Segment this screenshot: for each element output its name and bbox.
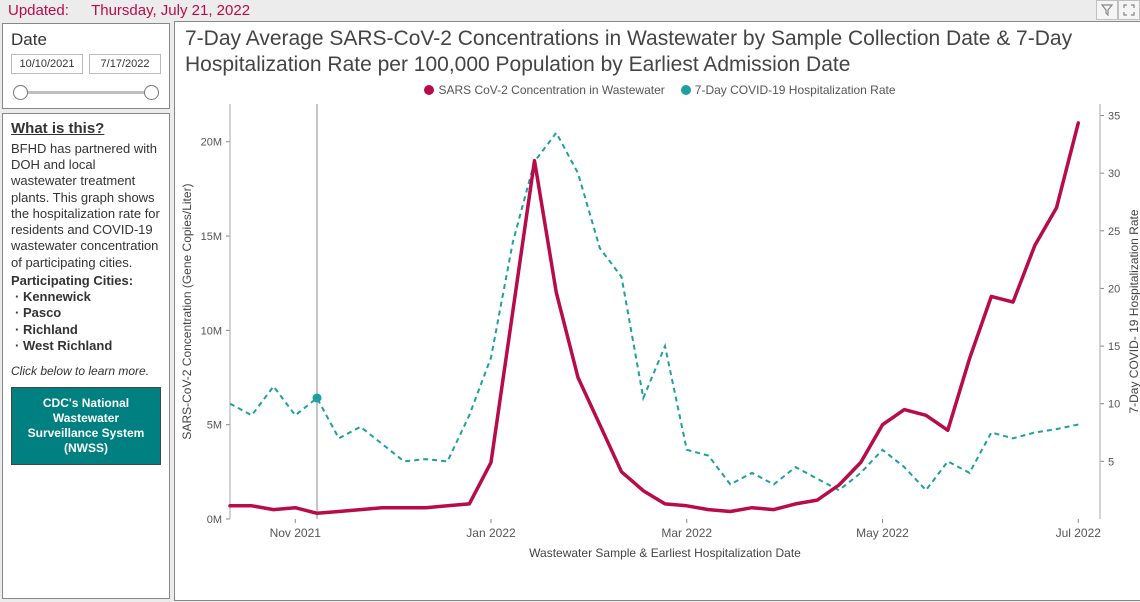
- chart-panel: 7-Day Average SARS-CoV-2 Concentrations …: [174, 21, 1140, 601]
- y-right-axis-label: 7-Day COVID- 19 Hospitalization Rate: [1127, 209, 1140, 413]
- svg-text:25: 25: [1108, 225, 1120, 237]
- svg-text:0M: 0M: [207, 514, 222, 526]
- cities-label: Participating Cities:: [11, 273, 161, 289]
- wastewater-line: [230, 122, 1078, 512]
- date-filter-panel: Date 10/10/2021 7/17/2022: [2, 23, 170, 109]
- svg-text:15M: 15M: [201, 231, 222, 243]
- slider-knob-start[interactable]: [13, 85, 28, 100]
- svg-text:15: 15: [1108, 341, 1120, 353]
- date-filter-title: Date: [11, 30, 161, 50]
- expand-icon[interactable]: [1118, 0, 1140, 20]
- legend-item: 7-Day COVID-19 Hospitalization Rate: [681, 83, 896, 97]
- chart-legend: SARS CoV-2 Concentration in Wastewater 7-…: [175, 79, 1140, 99]
- svg-text:30: 30: [1108, 168, 1120, 180]
- svg-text:Jul 2022: Jul 2022: [1056, 526, 1102, 540]
- dual-axis-line-chart: 0M 5M 10M 15M 20M 5 10 15 20 25 30 35 Nov 2021 Jan 20…: [175, 99, 1140, 564]
- info-body: BFHD has partnered with DOH and local wa…: [11, 141, 161, 271]
- city-item: · Richland: [11, 322, 161, 338]
- info-panel: What is this? BFHD has partnered with DO…: [2, 113, 170, 599]
- updated-label: Updated:: [8, 2, 69, 19]
- info-heading: What is this?: [11, 120, 161, 139]
- y-left-axis-label: SARS-CoV-2 Concentration (Gene Copies/Li…: [180, 183, 194, 439]
- city-item: · Kennewick: [11, 289, 161, 305]
- date-from-input[interactable]: 10/10/2021: [11, 54, 83, 74]
- svg-text:Nov 2021: Nov 2021: [270, 526, 322, 540]
- date-range-slider[interactable]: [11, 82, 161, 102]
- updated-date: Thursday, July 21, 2022: [91, 2, 250, 19]
- city-item: · Pasco: [11, 305, 161, 321]
- svg-text:35: 35: [1108, 110, 1120, 122]
- svg-text:Jan 2022: Jan 2022: [466, 526, 516, 540]
- svg-text:10: 10: [1108, 398, 1120, 410]
- hospitalization-line: [230, 132, 1078, 489]
- svg-text:Mar 2022: Mar 2022: [661, 526, 712, 540]
- date-to-input[interactable]: 7/17/2022: [89, 54, 161, 74]
- chart-title: 7-Day Average SARS-CoV-2 Concentrations …: [175, 22, 1140, 79]
- svg-text:10M: 10M: [201, 325, 222, 337]
- svg-text:May 2022: May 2022: [856, 526, 909, 540]
- x-axis-label: Wastewater Sample & Earliest Hospitaliza…: [529, 546, 801, 560]
- svg-text:20M: 20M: [201, 136, 222, 148]
- hospitalization-marker: [313, 393, 322, 402]
- svg-text:20: 20: [1108, 283, 1120, 295]
- cdc-nwss-button[interactable]: CDC's National Wastewater Surveillance S…: [11, 387, 161, 465]
- filter-icon[interactable]: [1096, 0, 1118, 20]
- slider-knob-end[interactable]: [144, 85, 159, 100]
- legend-item: SARS CoV-2 Concentration in Wastewater: [424, 83, 664, 97]
- city-item: · West Richland: [11, 338, 161, 354]
- learn-more-text: Click below to learn more.: [11, 364, 161, 379]
- svg-text:5M: 5M: [207, 419, 222, 431]
- svg-text:5: 5: [1108, 456, 1114, 468]
